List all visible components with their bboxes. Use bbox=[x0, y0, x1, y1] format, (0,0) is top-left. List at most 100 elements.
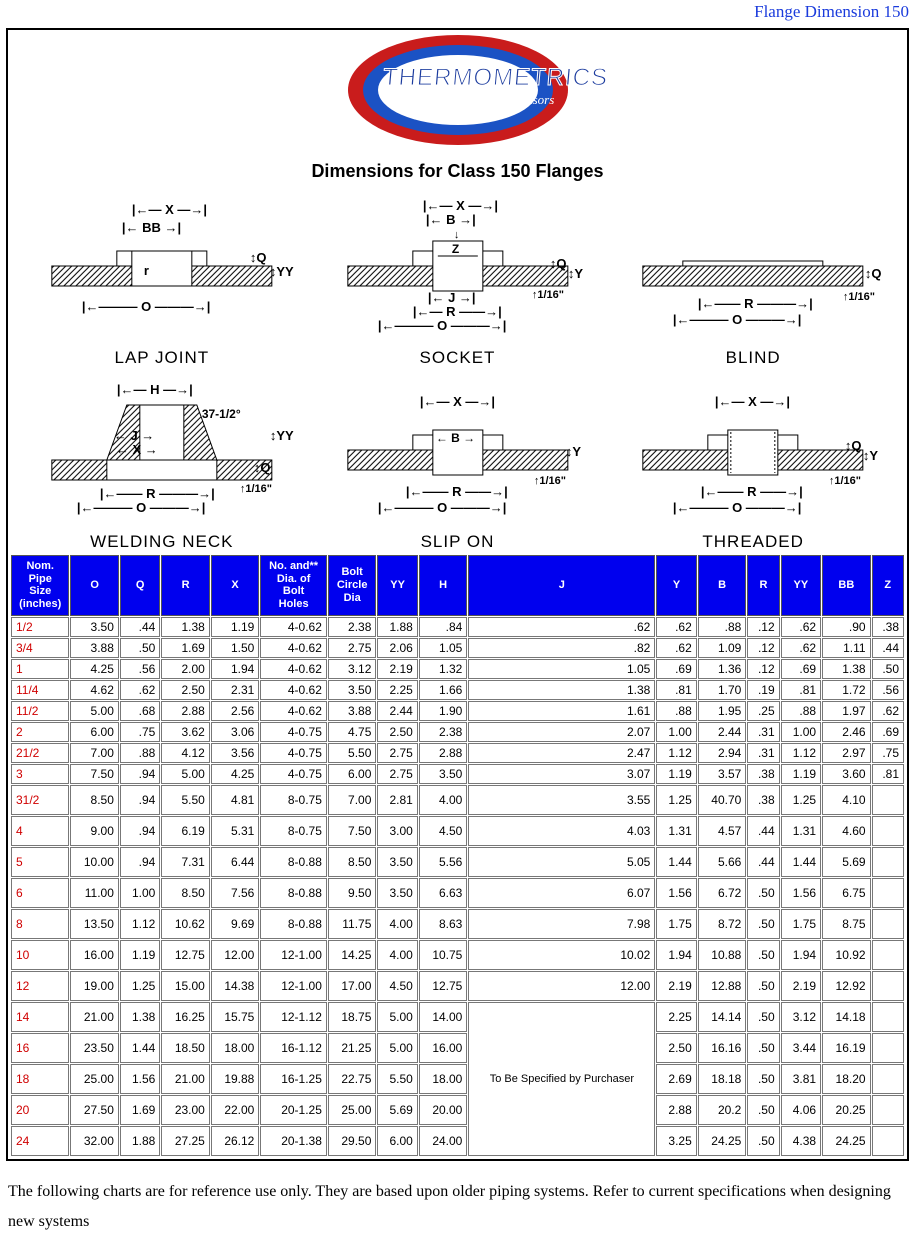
cell: .50 bbox=[747, 1095, 779, 1125]
cell: .62 bbox=[656, 617, 696, 637]
cell: 21.25 bbox=[328, 1033, 377, 1063]
cell: 8-0.75 bbox=[260, 785, 327, 815]
table-header: Nom.PipeSize(inches)OQRXNo. and**Dia. of… bbox=[11, 555, 904, 616]
cell: .38 bbox=[872, 617, 904, 637]
svg-text:↕Q: ↕Q bbox=[549, 256, 566, 271]
cell: 19.00 bbox=[70, 971, 119, 1001]
cell bbox=[872, 1002, 904, 1032]
cell: 10.00 bbox=[70, 847, 119, 877]
cell: .82 bbox=[468, 638, 655, 658]
svg-text:← B →: ← B → bbox=[435, 431, 474, 445]
header-link[interactable]: Flange Dimension 150 bbox=[0, 0, 915, 22]
cell: 25.00 bbox=[70, 1064, 119, 1094]
cell: 1.31 bbox=[781, 816, 821, 846]
cell: .44 bbox=[120, 617, 160, 637]
cell: 5.00 bbox=[161, 764, 210, 784]
cell: 3.07 bbox=[468, 764, 655, 784]
cell: .94 bbox=[120, 847, 160, 877]
svg-text:↑1/16": ↑1/16" bbox=[829, 475, 861, 487]
svg-text:37-1/2°: 37-1/2° bbox=[202, 407, 241, 421]
cell: .44 bbox=[872, 638, 904, 658]
cell: 6.63 bbox=[419, 878, 468, 908]
svg-text:↑1/16": ↑1/16" bbox=[240, 483, 272, 495]
svg-text:|← B →|: |← B →| bbox=[425, 212, 475, 227]
cell: 1.25 bbox=[656, 785, 696, 815]
table-row: 2432.001.8827.2526.1220-1.3829.506.0024.… bbox=[11, 1126, 904, 1156]
cell: 2.75 bbox=[328, 638, 377, 658]
cell bbox=[872, 878, 904, 908]
cell: 5.00 bbox=[377, 1033, 417, 1063]
svg-text:↕Y: ↕Y bbox=[565, 444, 581, 459]
cell: 12.75 bbox=[419, 971, 468, 1001]
svg-text:↑1/16": ↑1/16" bbox=[531, 289, 563, 301]
cell: 29.50 bbox=[328, 1126, 377, 1156]
cell: 4.60 bbox=[822, 816, 871, 846]
cell: 3.44 bbox=[781, 1033, 821, 1063]
cell: 4.25 bbox=[70, 659, 119, 679]
cell: 4.03 bbox=[468, 816, 655, 846]
cell: 2.88 bbox=[656, 1095, 696, 1125]
table-header-cell: BoltCircleDia bbox=[328, 555, 377, 616]
svg-text:|←—— R ——→|: |←—— R ——→| bbox=[405, 484, 507, 499]
cell: 6.00 bbox=[328, 764, 377, 784]
svg-text:|← BB →|: |← BB →| bbox=[122, 220, 181, 235]
cell: 3.50 bbox=[377, 847, 417, 877]
cell: 2.44 bbox=[698, 722, 747, 742]
cell: 1.69 bbox=[161, 638, 210, 658]
cell: .44 bbox=[747, 816, 779, 846]
cell: 4-0.62 bbox=[260, 617, 327, 637]
cell: 3.12 bbox=[781, 1002, 821, 1032]
cell: 8-0.88 bbox=[260, 847, 327, 877]
cell: 5.50 bbox=[328, 743, 377, 763]
table-row: 1623.501.4418.5018.0016-1.1221.255.0016.… bbox=[11, 1033, 904, 1063]
cell-size: 11/4 bbox=[11, 680, 69, 700]
svg-text:↕Q: ↕Q bbox=[250, 250, 267, 265]
cell-size: 1/2 bbox=[11, 617, 69, 637]
diagram-lap-joint: |←— X —→| |← BB →| r ↕Q ↕YY |←——— O ———→… bbox=[16, 188, 308, 368]
cell: 11.75 bbox=[328, 909, 377, 939]
cell: 7.50 bbox=[328, 816, 377, 846]
cell: 3.06 bbox=[211, 722, 260, 742]
cell: 4-0.75 bbox=[260, 764, 327, 784]
cell: 2.50 bbox=[656, 1033, 696, 1063]
diagram-label: THREADED bbox=[702, 532, 804, 552]
cell: 1.56 bbox=[120, 1064, 160, 1094]
cell: .88 bbox=[120, 743, 160, 763]
cell-size: 4 bbox=[11, 816, 69, 846]
cell: .50 bbox=[747, 940, 779, 970]
cell: 12-1.00 bbox=[260, 940, 327, 970]
cell: 3.50 bbox=[328, 680, 377, 700]
cell: 23.50 bbox=[70, 1033, 119, 1063]
cell-size: 6 bbox=[11, 878, 69, 908]
cell: 18.18 bbox=[698, 1064, 747, 1094]
cell: 4.06 bbox=[781, 1095, 821, 1125]
cell: 1.09 bbox=[698, 638, 747, 658]
cell: 24.00 bbox=[419, 1126, 468, 1156]
cell: 2.50 bbox=[377, 722, 417, 742]
table-row: 31/28.50.945.504.818-0.757.002.814.003.5… bbox=[11, 785, 904, 815]
cell: 1.70 bbox=[698, 680, 747, 700]
cell: 4.57 bbox=[698, 816, 747, 846]
logo-container: THERMOMETRICS Precision Temperature Sens… bbox=[8, 30, 907, 159]
cell: 20-1.25 bbox=[260, 1095, 327, 1125]
cell: 7.00 bbox=[70, 743, 119, 763]
cell: 3.88 bbox=[328, 701, 377, 721]
cell: 1.56 bbox=[781, 878, 821, 908]
cell: 3.50 bbox=[377, 878, 417, 908]
cell: 3.12 bbox=[328, 659, 377, 679]
cell: 1.36 bbox=[698, 659, 747, 679]
cell-size: 21/2 bbox=[11, 743, 69, 763]
cell-size: 1 bbox=[11, 659, 69, 679]
cell: 8.72 bbox=[698, 909, 747, 939]
cell bbox=[872, 816, 904, 846]
svg-text:|←— X —→|: |←— X —→| bbox=[419, 394, 494, 409]
cell: 5.50 bbox=[161, 785, 210, 815]
cell: .50 bbox=[747, 971, 779, 1001]
table-row: 37.50.945.004.254-0.756.002.753.503.071.… bbox=[11, 764, 904, 784]
diagram-welding-neck: |←— H —→| 37-1/2° ← J → ← X → ↕YY ↕Q ↑1/… bbox=[16, 372, 308, 552]
cell-size: 5 bbox=[11, 847, 69, 877]
table-row: 510.00.947.316.448-0.888.503.505.565.051… bbox=[11, 847, 904, 877]
cell: 10.62 bbox=[161, 909, 210, 939]
cell: 2.81 bbox=[377, 785, 417, 815]
cell: 24.25 bbox=[822, 1126, 871, 1156]
